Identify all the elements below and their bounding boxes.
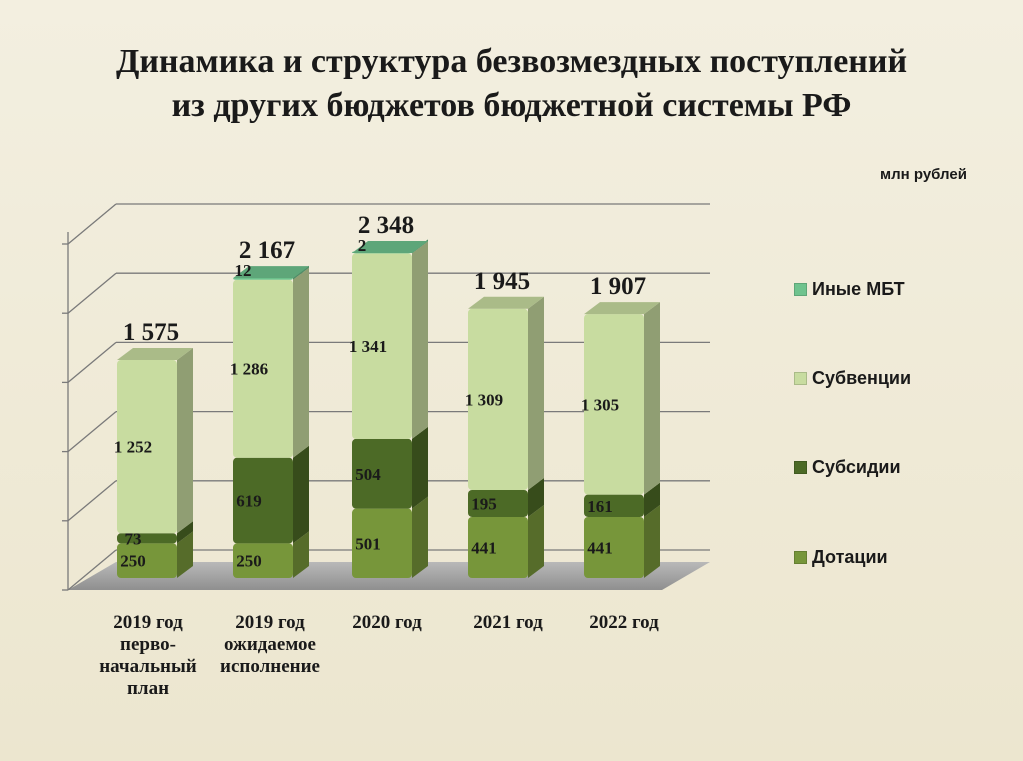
total-label-0: 1 575: [123, 319, 179, 346]
bar-grants-1: [233, 543, 293, 578]
bar-top-0: [117, 348, 193, 361]
bar-grants-2: [352, 508, 412, 578]
legend-swatch-subsidies: [794, 461, 807, 474]
category-label-2022: 2022 год: [589, 612, 659, 633]
bar-side-subsidies-1: [293, 445, 309, 544]
category-label-2021: 2021 год: [473, 612, 543, 633]
legend-label-grants: Дотации: [812, 547, 888, 567]
chart-title-line-2: из других бюджетов бюджетной системы РФ: [171, 87, 852, 124]
bar-side-subventions-1: [293, 267, 309, 458]
data-label-subsidies-4: 161: [587, 497, 613, 516]
bar-subventions-4: [584, 314, 644, 495]
category-label-2019-expected: 2019 год ожидаемое исполнение: [220, 612, 320, 677]
gridline-side-2: [67, 411, 117, 453]
bar-side-subventions-3: [528, 296, 544, 490]
category-label-2019-plan: 2019 год перво- начальный план: [99, 612, 197, 699]
category-label-2020: 2020 год: [352, 612, 422, 633]
data-label-subsidies-2: 504: [355, 465, 381, 484]
data-label-grants-0: 250: [120, 552, 146, 571]
bar-other-1: [233, 277, 293, 280]
bar-subventions-2: [352, 253, 412, 439]
legend-label-subsidies: Субсидии: [812, 457, 901, 477]
bar-side-grants-1: [293, 531, 309, 578]
data-label-subventions-2: 1 341: [349, 337, 387, 356]
gridline-side-1: [67, 480, 117, 522]
legend-swatch-grants: [794, 551, 807, 564]
data-label-subventions-0: 1 252: [114, 438, 152, 457]
total-label-2: 2 348: [358, 212, 414, 239]
data-label-grants-1: 250: [236, 552, 262, 571]
legend-label-subventions: Субвенции: [812, 368, 912, 388]
bar-top-2: [352, 241, 428, 254]
bar-subsidies-0: [117, 533, 177, 544]
gridline-side-5: [67, 203, 117, 245]
bar-side-subsidies-0: [177, 521, 193, 544]
bar-side-other-1: [293, 265, 309, 280]
data-label-subsidies-1: 619: [236, 492, 262, 511]
legend-label-other: Иные МБТ: [812, 279, 905, 299]
bar-side-grants-0: [177, 531, 193, 578]
legend-item-subsidies: Субсидии: [794, 457, 994, 478]
legend-item-other: Иные МБТ: [794, 279, 994, 300]
data-label-other-2: 2: [358, 236, 367, 255]
bar-grants-4: [584, 516, 644, 578]
total-label-3: 1 945: [474, 268, 530, 295]
legend-swatch-subventions: [794, 372, 807, 385]
total-label-4: 1 907: [590, 273, 646, 300]
data-label-grants-2: 501: [355, 534, 381, 553]
data-label-subventions-4: 1 305: [581, 395, 619, 414]
gridline-side-3: [67, 341, 117, 383]
data-label-subventions-3: 1 309: [465, 390, 503, 409]
bar-side-grants-2: [412, 496, 428, 578]
data-label-grants-3: 441: [471, 538, 497, 557]
data-label-subventions-1: 1 286: [230, 360, 268, 379]
bar-subsidies-4: [584, 494, 644, 517]
bar-side-subsidies-4: [644, 482, 660, 517]
legend-item-subventions: Субвенции: [794, 368, 994, 389]
bar-top-1: [233, 266, 309, 279]
bar-subventions-1: [233, 279, 293, 458]
bar-subsidies-2: [352, 438, 412, 509]
bar-side-subventions-4: [644, 302, 660, 495]
legend-swatch-other: [794, 283, 807, 296]
bar-side-subventions-2: [412, 241, 428, 439]
bar-grants-0: [117, 543, 177, 578]
chart-title-line-1: Динамика и структура безвозмездных посту…: [115, 43, 908, 80]
gridline-side-0: [67, 549, 117, 591]
bar-subsidies-3: [468, 489, 528, 517]
bar-top-4: [584, 302, 660, 315]
legend-item-grants: Дотации: [794, 547, 994, 568]
bar-side-grants-4: [644, 504, 660, 578]
data-label-subsidies-0: 73: [125, 529, 142, 548]
bar-side-subsidies-2: [412, 426, 428, 509]
data-label-subsidies-3: 195: [471, 494, 497, 513]
bar-side-grants-3: [528, 504, 544, 578]
bar-side-subsidies-3: [528, 477, 544, 517]
bar-subventions-0: [117, 360, 177, 534]
total-label-1: 2 167: [239, 237, 295, 264]
data-label-grants-4: 441: [587, 538, 613, 557]
bar-grants-3: [468, 516, 528, 578]
bar-side-subventions-0: [177, 348, 193, 534]
unit-label: млн рублей: [880, 166, 967, 183]
data-label-other-1: 12: [235, 261, 252, 280]
gridline-side-4: [67, 272, 117, 314]
bar-subsidies-1: [233, 457, 293, 544]
bar-top-3: [468, 296, 544, 309]
chart-title: Динамика и структура безвозмездных посту…: [0, 40, 1023, 128]
bar-subventions-3: [468, 308, 528, 490]
